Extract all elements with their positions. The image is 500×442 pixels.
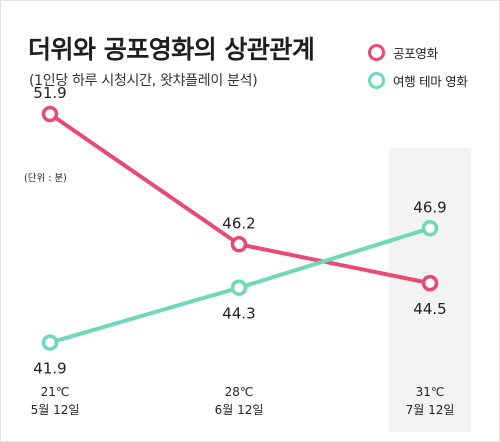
legend-marker-horror <box>368 43 385 61</box>
data-point <box>421 274 439 292</box>
legend-marker-travel <box>368 71 385 89</box>
chart-subtitle: (1인당 하루 시청시간, 왓챠플레이 분석) <box>29 73 258 89</box>
data-label: 44.5 <box>413 300 446 318</box>
data-label: 44.3 <box>222 305 255 323</box>
data-point <box>230 279 248 296</box>
x-label-may: 21℃ 5월 12일 <box>15 383 95 419</box>
data-label: 46.9 <box>413 198 446 216</box>
data-point <box>41 334 59 351</box>
data-label: 51.9 <box>33 84 66 102</box>
data-point <box>41 105 59 123</box>
x-label-july: 31℃ 7월 12일 <box>390 383 470 419</box>
data-label: 46.2 <box>222 214 255 232</box>
x-label-date: 6월 12일 <box>214 403 264 417</box>
data-label: 41.9 <box>33 360 66 378</box>
legend-item-horror: 공포영화 <box>368 38 468 66</box>
legend: 공포영화 여행 테마 영화 <box>368 38 468 94</box>
data-point <box>421 220 439 237</box>
x-label-date: 5월 12일 <box>30 403 80 417</box>
chart-title: 더위와 공포영화의 상관관계 <box>28 35 315 64</box>
legend-item-travel: 여행 테마 영화 <box>368 66 468 94</box>
legend-label-travel: 여행 테마 영화 <box>393 73 468 89</box>
x-label-date: 7월 12일 <box>405 403 455 417</box>
legend-label-horror: 공포영화 <box>393 45 438 61</box>
x-label-june: 28℃ 6월 12일 <box>199 383 279 419</box>
unit-label: (단위 : 분) <box>24 173 67 184</box>
x-label-temp: 28℃ <box>224 385 254 399</box>
data-point <box>230 236 248 253</box>
series-line-0 <box>48 112 432 286</box>
x-label-temp: 21℃ <box>40 385 70 399</box>
x-label-temp: 31℃ <box>415 385 445 399</box>
